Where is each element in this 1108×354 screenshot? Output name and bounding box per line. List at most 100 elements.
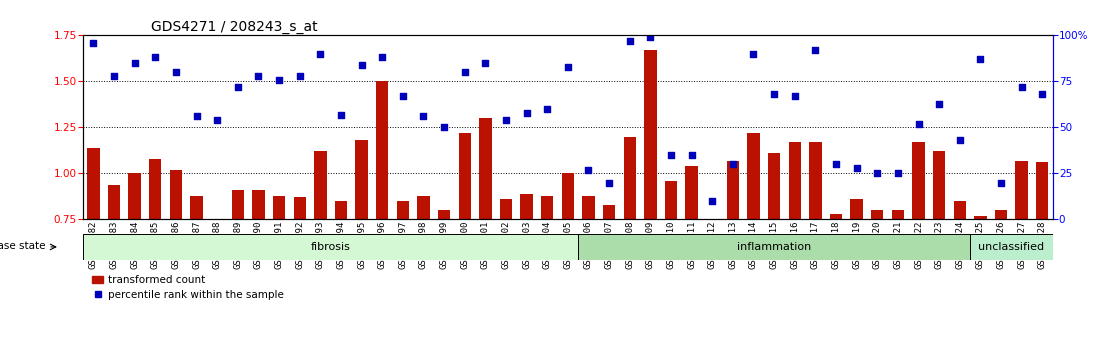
Point — [745, 51, 762, 57]
Bar — [500, 199, 512, 219]
Point — [167, 69, 185, 75]
Bar — [809, 142, 821, 219]
Bar — [562, 173, 574, 219]
Point — [683, 152, 700, 158]
Point — [84, 40, 102, 46]
Point — [352, 62, 370, 68]
Bar — [871, 210, 883, 219]
Point — [889, 171, 906, 176]
Bar — [521, 194, 533, 219]
Text: disease state: disease state — [0, 241, 45, 251]
Bar — [665, 181, 677, 219]
Bar — [644, 50, 657, 219]
Text: unclassified: unclassified — [978, 242, 1045, 252]
Bar — [892, 210, 904, 219]
Point — [517, 110, 535, 115]
Bar — [624, 137, 636, 219]
Bar — [541, 195, 553, 219]
Bar — [830, 214, 842, 219]
Point — [290, 73, 308, 79]
Bar — [706, 219, 718, 253]
Point — [249, 73, 267, 79]
Bar — [294, 198, 306, 219]
Bar — [768, 153, 780, 219]
Point — [311, 51, 329, 57]
Point — [105, 73, 123, 79]
Point — [187, 114, 205, 119]
Point — [620, 38, 638, 44]
Point — [1013, 84, 1030, 90]
Point — [642, 34, 659, 40]
Point — [724, 161, 741, 167]
Point — [807, 47, 824, 53]
Bar — [1036, 162, 1048, 219]
Point — [869, 171, 886, 176]
Bar — [459, 133, 471, 219]
Point — [992, 180, 1009, 185]
Point — [766, 91, 783, 97]
Point — [910, 121, 927, 127]
Point — [208, 117, 226, 123]
Bar — [83, 234, 578, 260]
Bar — [129, 173, 141, 219]
Bar — [686, 166, 698, 219]
Bar — [747, 133, 760, 219]
Bar — [273, 195, 285, 219]
Point — [455, 69, 473, 75]
Bar — [107, 184, 121, 219]
Bar — [933, 152, 945, 219]
Point — [848, 165, 865, 171]
Point — [663, 152, 680, 158]
Bar — [170, 170, 182, 219]
Bar — [954, 201, 966, 219]
Point — [931, 101, 948, 106]
Point — [497, 117, 515, 123]
Point — [579, 167, 597, 173]
Bar — [397, 201, 409, 219]
Point — [972, 57, 989, 62]
Point — [332, 112, 350, 118]
Bar — [438, 210, 450, 219]
Point — [828, 161, 845, 167]
Bar — [995, 210, 1007, 219]
Text: GDS4271 / 208243_s_at: GDS4271 / 208243_s_at — [151, 21, 318, 34]
Bar — [479, 118, 492, 219]
Bar — [603, 205, 615, 219]
Bar — [418, 195, 430, 219]
Bar — [335, 201, 347, 219]
Point — [558, 64, 576, 69]
Bar — [912, 142, 925, 219]
Bar — [974, 216, 986, 219]
Bar — [583, 195, 595, 219]
Bar — [253, 190, 265, 219]
Point — [435, 125, 453, 130]
Point — [229, 84, 247, 90]
Text: fibrosis: fibrosis — [310, 242, 350, 252]
Bar — [851, 199, 863, 219]
Bar — [1015, 161, 1028, 219]
Legend: transformed count, percentile rank within the sample: transformed count, percentile rank withi… — [89, 271, 288, 304]
Point — [704, 198, 721, 204]
Point — [786, 93, 803, 99]
Bar — [727, 161, 739, 219]
Bar — [971, 234, 1053, 260]
Bar — [88, 148, 100, 219]
Bar — [232, 190, 244, 219]
Point — [394, 93, 412, 99]
Point — [476, 60, 494, 66]
Bar — [578, 234, 971, 260]
Point — [951, 137, 968, 143]
Point — [126, 60, 144, 66]
Point — [373, 55, 391, 60]
Bar — [789, 142, 801, 219]
Text: inflammation: inflammation — [737, 242, 811, 252]
Bar — [150, 159, 162, 219]
Point — [601, 180, 618, 185]
Point — [146, 55, 164, 60]
Point — [270, 77, 288, 82]
Bar — [315, 152, 327, 219]
Bar — [356, 140, 368, 219]
Point — [538, 106, 556, 112]
Point — [1034, 91, 1051, 97]
Bar — [376, 81, 389, 219]
